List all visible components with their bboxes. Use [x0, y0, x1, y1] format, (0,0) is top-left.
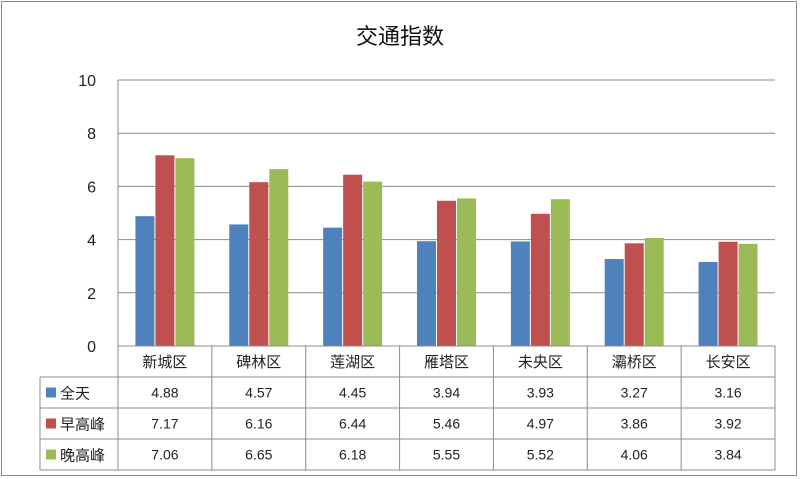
x-category-label: 莲湖区	[330, 353, 375, 371]
data-label: 3.86	[621, 416, 648, 432]
data-label: 3.27	[621, 385, 648, 401]
x-category-label: 碑林区	[236, 353, 281, 371]
data-label: 5.52	[527, 447, 554, 463]
x-category-label: 未央区	[518, 353, 563, 371]
bar-2-4	[437, 200, 456, 346]
bar-3-1	[175, 158, 195, 346]
legend-swatch	[46, 449, 56, 460]
data-label: 4.45	[339, 385, 366, 401]
legend-swatch	[46, 387, 56, 398]
bar-2-1	[155, 155, 175, 346]
bars	[135, 155, 758, 346]
bar-2-5	[530, 213, 550, 346]
data-label: 5.55	[433, 447, 460, 463]
bar-1-4	[417, 241, 436, 346]
legend-label: 晚高峰	[60, 447, 105, 465]
bar-3-6	[644, 238, 664, 346]
x-category-label: 灞桥区	[612, 353, 657, 371]
bar-3-4	[457, 198, 476, 346]
y-tick-label: 2	[87, 286, 96, 303]
bar-2-6	[624, 243, 644, 346]
bar-1-3	[323, 227, 343, 346]
data-label: 4.06	[621, 447, 648, 463]
legend-swatch	[46, 418, 56, 429]
y-tick-label: 10	[78, 73, 96, 90]
x-category-label: 雁塔区	[424, 353, 469, 371]
data-label: 6.44	[339, 416, 366, 432]
x-category-label: 新城区	[142, 353, 187, 371]
y-tick-label: 6	[87, 179, 96, 196]
bar-2-2	[249, 182, 269, 346]
data-label: 3.93	[527, 385, 554, 401]
bar-1-5	[510, 241, 530, 346]
bar-3-3	[363, 181, 383, 346]
bar-2-3	[343, 174, 363, 346]
y-tick-label: 8	[87, 126, 96, 143]
bar-1-7	[698, 261, 718, 346]
data-label: 5.46	[433, 416, 460, 432]
y-tick-label: 4	[87, 233, 96, 250]
bar-1-2	[229, 224, 249, 346]
data-label: 4.97	[527, 416, 554, 432]
bar-1-1	[135, 216, 155, 346]
legend-label: 全天	[60, 385, 90, 403]
bar-3-7	[738, 243, 758, 346]
bar-3-5	[550, 199, 570, 346]
x-category-label: 长安区	[706, 353, 751, 371]
data-label: 6.18	[339, 447, 366, 463]
data-label: 3.94	[433, 385, 460, 401]
bar-1-6	[604, 259, 624, 346]
y-axis-ticks: 0 2 4 6 8 10	[78, 73, 96, 356]
data-label: 7.06	[151, 447, 178, 463]
data-label: 3.92	[714, 416, 741, 432]
data-label: 3.16	[714, 385, 741, 401]
bar-3-2	[269, 169, 289, 346]
bar-2-7	[718, 241, 738, 346]
legend-label: 早高峰	[60, 416, 105, 434]
data-label: 6.16	[245, 416, 272, 432]
chart-title: 交通指数	[356, 25, 444, 50]
data-label: 7.17	[151, 416, 178, 432]
data-label: 3.84	[714, 447, 741, 463]
data-label: 4.57	[245, 385, 272, 401]
data-label: 6.65	[245, 447, 272, 463]
y-tick-label: 0	[87, 339, 96, 356]
data-label: 4.88	[151, 385, 178, 401]
